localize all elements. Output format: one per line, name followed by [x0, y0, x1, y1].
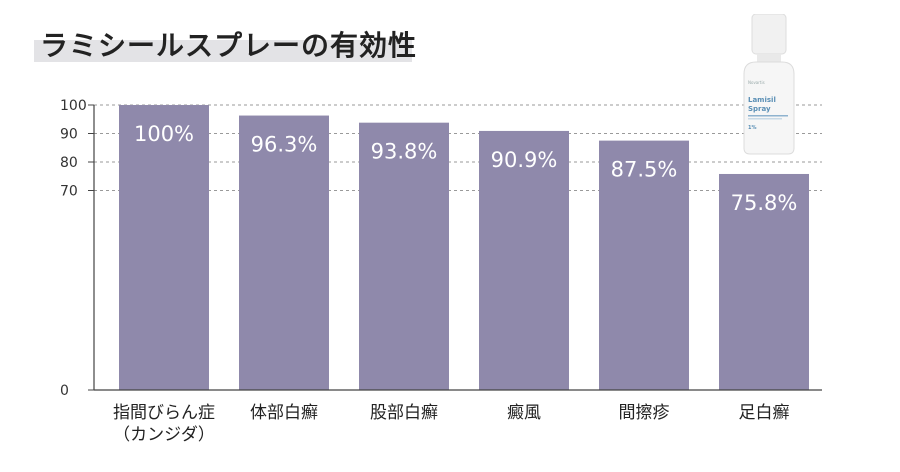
x-category-label: 癜風	[507, 403, 541, 423]
product-bottle-image: Novartis Lamisil Spray 1%	[738, 13, 800, 156]
x-category-label: 股部白癬	[370, 403, 438, 423]
product-brand: Lamisil	[748, 96, 776, 104]
svg-text:Novartis: Novartis	[748, 80, 765, 85]
x-category-label: 足白癬	[739, 403, 790, 423]
y-tick-label: 80	[60, 155, 78, 171]
bar	[599, 140, 689, 390]
bar-value-label: 87.5%	[611, 158, 678, 182]
bar	[719, 173, 809, 390]
bar-value-label: 93.8%	[371, 140, 438, 164]
product-strength: 1%	[748, 125, 757, 131]
bar-value-label: 90.9%	[491, 148, 558, 172]
x-category-label: 指間びらん症	[113, 403, 215, 423]
title-highlight-bar	[34, 40, 412, 62]
bar	[119, 105, 209, 390]
bar	[239, 115, 329, 391]
labels: 0 70 80 90 100 100% 指間びらん症（カンジダ） 96.3% 体部白癬 93.8%…	[60, 98, 797, 445]
y-tick-label: 100	[60, 98, 87, 114]
bar	[479, 130, 569, 390]
bar-value-label: 96.3%	[251, 133, 318, 157]
x-category-label: 体部白癬	[250, 403, 318, 423]
y-tick-label: 70	[60, 184, 78, 200]
axes	[88, 104, 822, 391]
bars	[119, 105, 809, 391]
y-tick-label: 0	[60, 383, 69, 399]
chart-title: ラミシールスプレーの有効性	[40, 29, 418, 62]
x-category-label: 間擦疹	[619, 403, 670, 423]
x-category-label: （カンジダ）	[113, 425, 215, 445]
bar-value-label: 100%	[134, 122, 194, 146]
gridlines	[94, 104, 822, 191]
chart-title-block: ラミシールスプレーの有効性	[34, 20, 416, 64]
bar-value-label: 75.8%	[731, 191, 798, 215]
bar	[359, 122, 449, 391]
product-name: Spray	[748, 105, 771, 113]
y-tick-label: 90	[60, 127, 78, 143]
